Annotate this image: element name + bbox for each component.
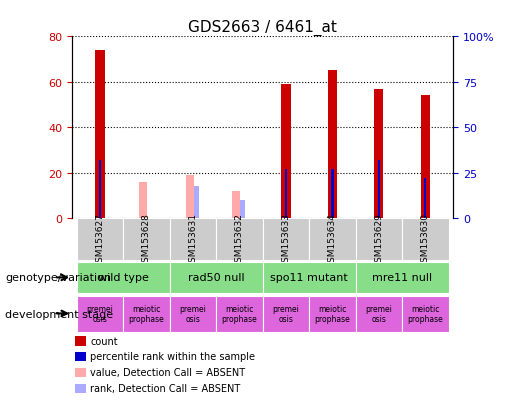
Bar — [331, 170, 334, 219]
Bar — [194, 186, 198, 219]
Bar — [309, 219, 355, 260]
Text: value, Detection Call = ABSENT: value, Detection Call = ABSENT — [90, 367, 245, 377]
Text: GSM153627: GSM153627 — [95, 212, 105, 267]
Bar — [263, 219, 309, 260]
Text: GSM153633: GSM153633 — [281, 212, 290, 267]
Text: premei
osis: premei osis — [180, 304, 207, 323]
Text: rad50 null: rad50 null — [188, 273, 245, 283]
Text: meiotic
prophase: meiotic prophase — [129, 304, 164, 323]
Bar — [328, 71, 337, 219]
Bar — [216, 296, 263, 332]
Bar — [99, 161, 101, 219]
Bar — [355, 219, 402, 260]
Bar — [355, 296, 402, 332]
Bar — [402, 219, 449, 260]
Bar — [241, 201, 245, 219]
Text: mre11 null: mre11 null — [372, 273, 432, 283]
Bar — [424, 179, 426, 219]
Bar — [139, 183, 147, 219]
Bar — [232, 192, 241, 219]
Bar — [281, 85, 290, 219]
Text: spo11 mutant: spo11 mutant — [270, 273, 348, 283]
Bar — [170, 262, 263, 294]
Bar — [216, 219, 263, 260]
Text: percentile rank within the sample: percentile rank within the sample — [90, 351, 255, 361]
Text: meiotic
prophase: meiotic prophase — [407, 304, 443, 323]
Text: GSM153629: GSM153629 — [374, 212, 383, 267]
Bar — [421, 96, 430, 219]
Bar — [185, 176, 194, 219]
Text: genotype/variation: genotype/variation — [5, 273, 111, 282]
Bar — [374, 90, 384, 219]
Text: count: count — [90, 336, 118, 346]
Bar — [170, 219, 216, 260]
Bar — [95, 51, 105, 219]
Bar — [123, 296, 170, 332]
Text: wild type: wild type — [98, 273, 149, 283]
Text: premei
osis: premei osis — [87, 304, 113, 323]
Bar — [355, 262, 449, 294]
Bar — [377, 161, 380, 219]
Text: premei
osis: premei osis — [366, 304, 392, 323]
Bar — [309, 296, 355, 332]
Bar — [263, 262, 355, 294]
Title: GDS2663 / 6461_at: GDS2663 / 6461_at — [188, 20, 337, 36]
Bar — [77, 219, 123, 260]
Text: meiotic
prophase: meiotic prophase — [315, 304, 350, 323]
Bar — [77, 296, 123, 332]
Text: GSM153630: GSM153630 — [421, 212, 430, 267]
Text: development stage: development stage — [5, 309, 113, 319]
Bar — [123, 219, 170, 260]
Bar — [263, 296, 309, 332]
Text: GSM153628: GSM153628 — [142, 212, 151, 267]
Text: GSM153634: GSM153634 — [328, 212, 337, 267]
Text: premei
osis: premei osis — [272, 304, 299, 323]
Text: meiotic
prophase: meiotic prophase — [221, 304, 258, 323]
Bar — [285, 170, 287, 219]
Bar — [77, 262, 170, 294]
Text: GSM153632: GSM153632 — [235, 212, 244, 267]
Bar — [170, 296, 216, 332]
Bar — [402, 296, 449, 332]
Text: rank, Detection Call = ABSENT: rank, Detection Call = ABSENT — [90, 383, 241, 393]
Text: GSM153631: GSM153631 — [188, 212, 197, 267]
